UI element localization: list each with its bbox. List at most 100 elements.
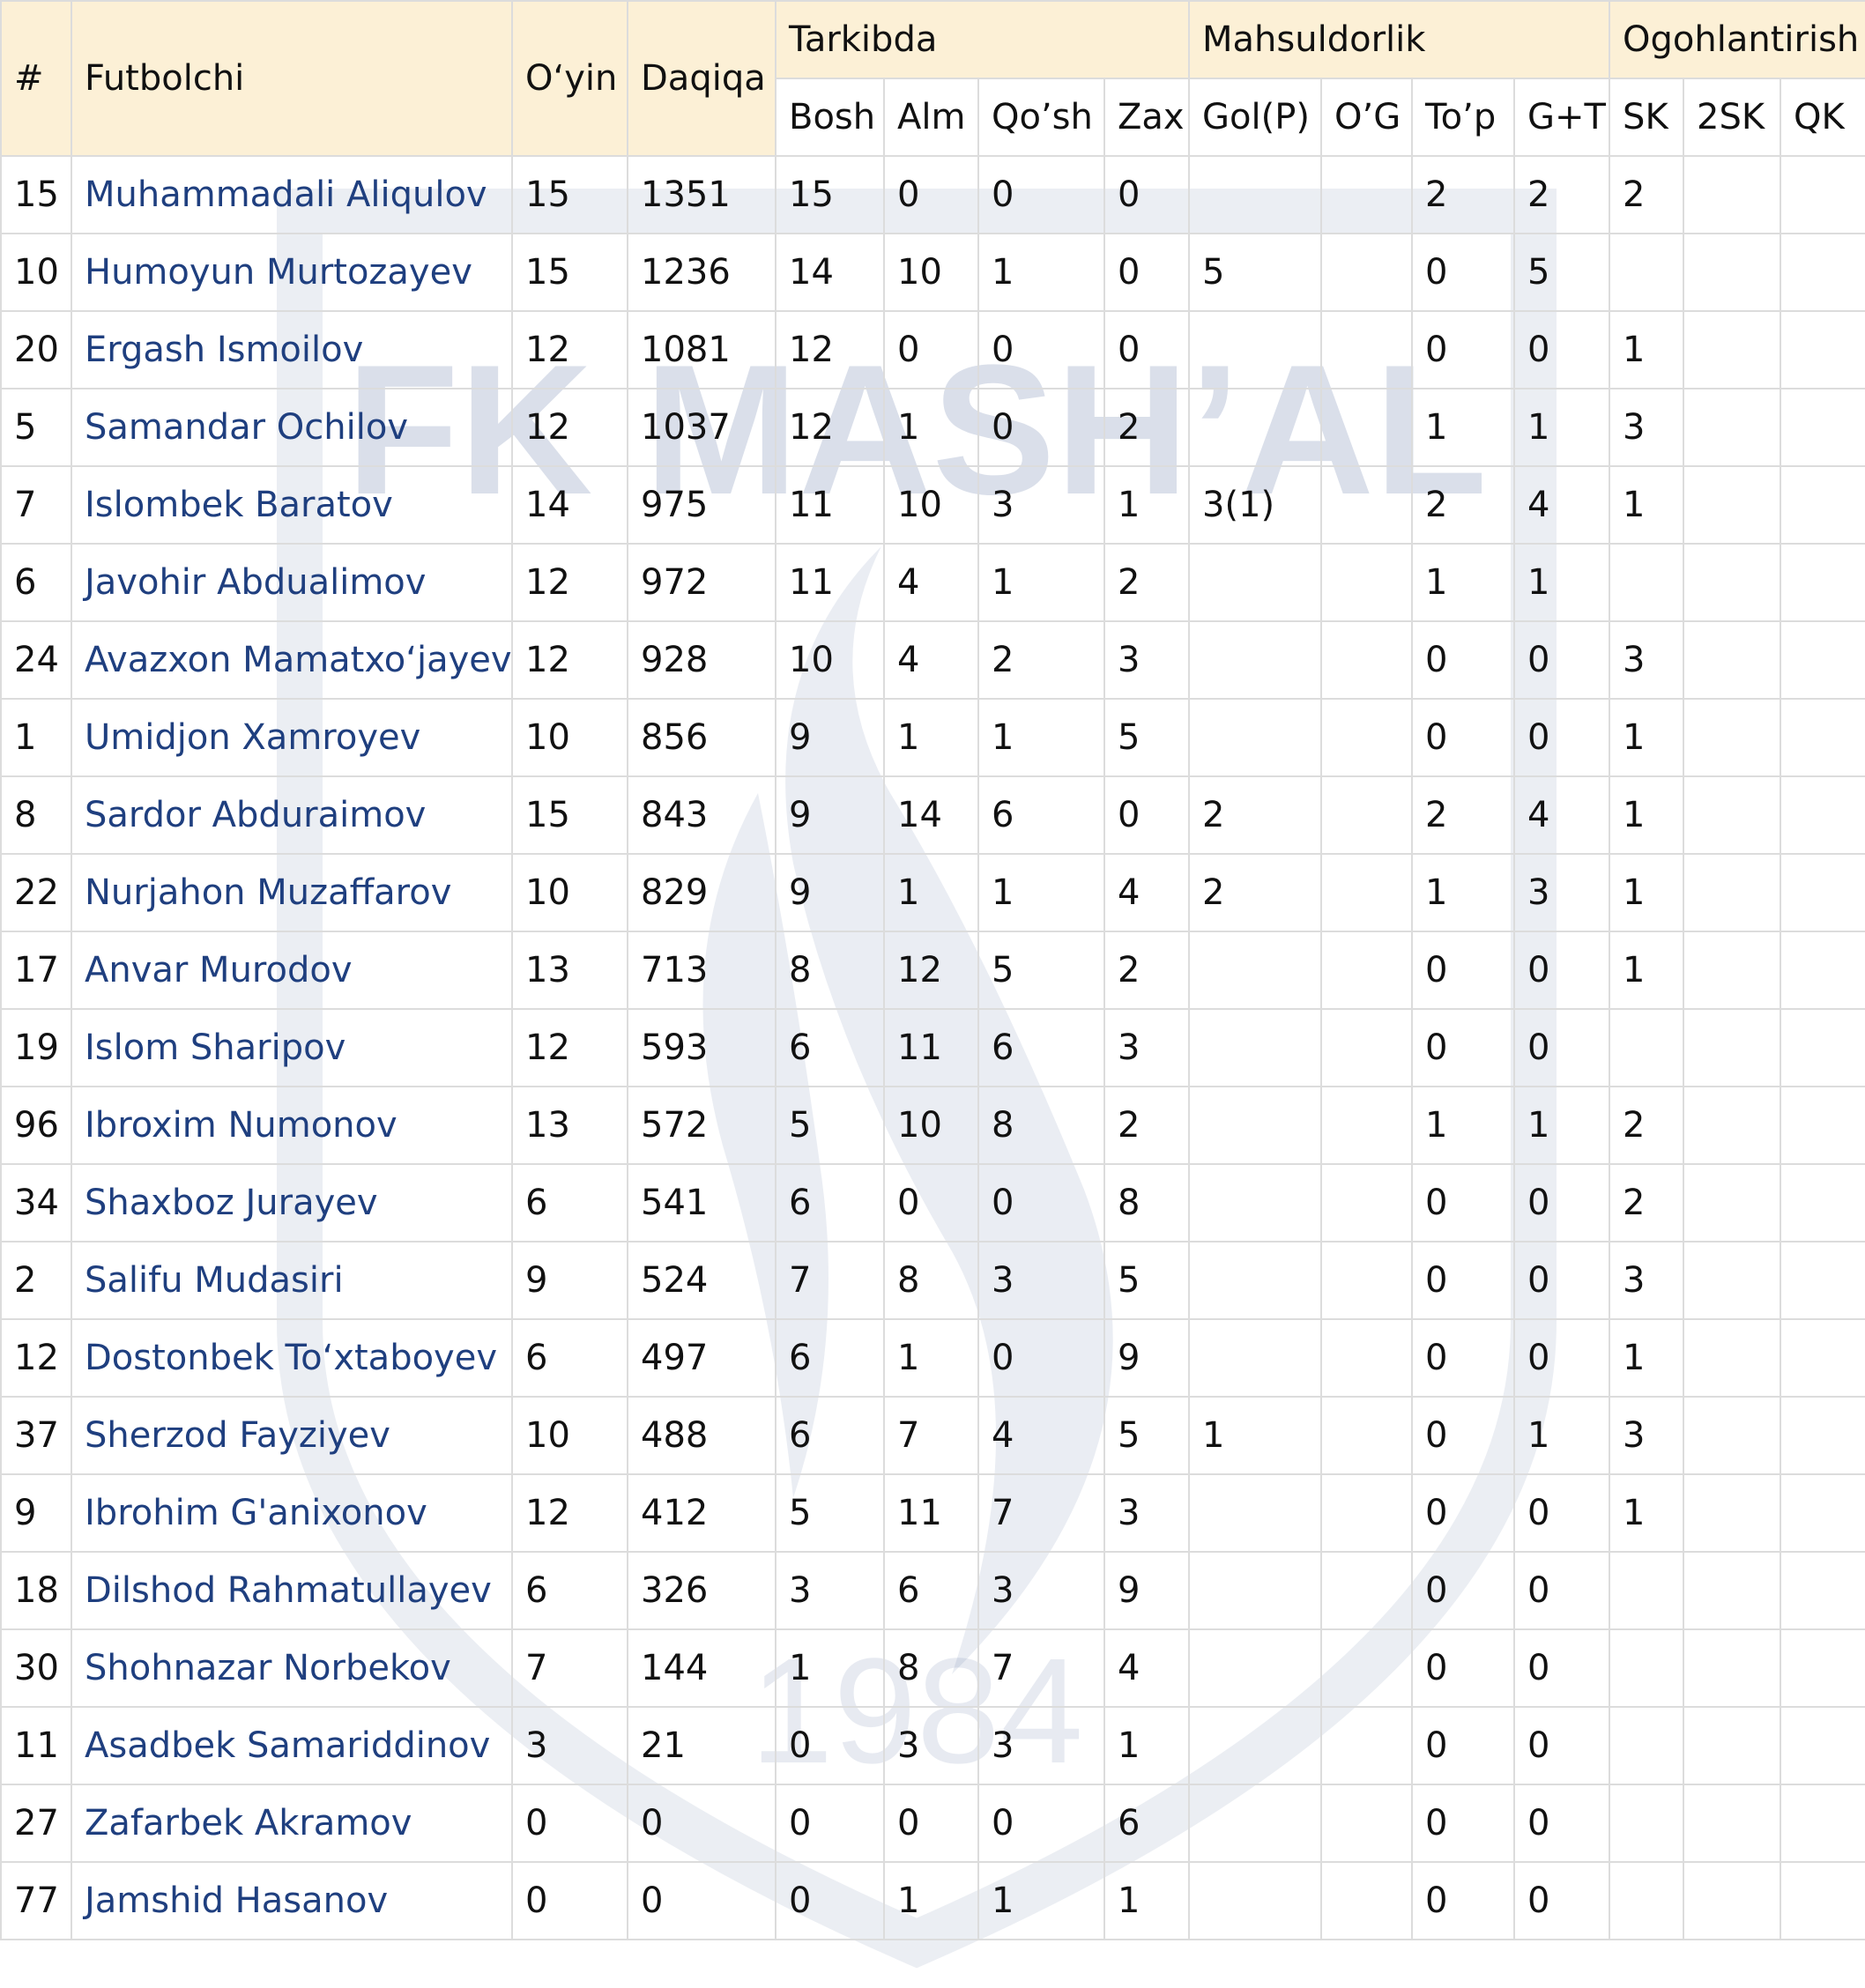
- cell-gol: [1188, 1163, 1323, 1242]
- cell-games: 12: [511, 620, 628, 700]
- cell-qosh: 1: [977, 698, 1105, 777]
- cell-goals-plus-assists: 0: [1513, 1241, 1611, 1320]
- cell-player: Anvar Murodov: [71, 931, 513, 1010]
- cell-games: 10: [511, 1396, 628, 1475]
- cell-yellow-card: [1609, 543, 1685, 622]
- cell-minutes: 593: [627, 1008, 776, 1087]
- cell-goals-plus-assists: 0: [1513, 310, 1611, 389]
- cell-games: 13: [511, 1086, 628, 1165]
- cell-second-yellow: [1683, 1008, 1782, 1087]
- cell-assists: 0: [1411, 931, 1516, 1010]
- cell-number: 9: [0, 1473, 72, 1553]
- table-row: 19 Islom Sharipov 12 593 6 11 6 3 0 0: [0, 1008, 1865, 1087]
- cell-qosh: 2: [977, 620, 1105, 700]
- cell-player: Umidjon Xamroyev: [71, 698, 513, 777]
- cell-games: 12: [511, 1473, 628, 1553]
- cell-player: Avazxon Mamatxo‘jayev: [71, 620, 513, 700]
- cell-red-card: [1780, 388, 1865, 467]
- cell-zax: 2: [1103, 931, 1191, 1010]
- table-row: 5 Samandar Ochilov 12 1037 12 1 0 2 1 1 3: [0, 388, 1865, 467]
- cell-assists: 0: [1411, 1628, 1516, 1708]
- table-body: 15 Muhammadali Aliqulov 15 1351 15 0 0 0 2 2 2 10 Hu…: [0, 155, 1865, 1940]
- player-stats-table: # Futbolchi O‘yin Daqiqa Tarkibda Mahsul…: [0, 0, 1865, 1940]
- group-header-warnings: Ogohlantirish: [1609, 0, 1865, 79]
- cell-yellow-card: [1609, 1861, 1685, 1940]
- cell-gol: [1188, 543, 1323, 622]
- cell-gol: 3(1): [1188, 465, 1323, 545]
- cell-red-card: [1780, 853, 1865, 932]
- cell-minutes: 1037: [627, 388, 776, 467]
- cell-bosh: 9: [775, 698, 885, 777]
- cell-red-card: [1780, 620, 1865, 700]
- cell-goals-plus-assists: 4: [1513, 775, 1611, 855]
- cell-red-card: [1780, 1241, 1865, 1320]
- cell-own-goal: [1320, 698, 1414, 777]
- table-row: 77 Jamshid Hasanov 0 0 0 1 1 1 0 0: [0, 1861, 1865, 1940]
- cell-player: Javohir Abdualimov: [71, 543, 513, 622]
- cell-games: 15: [511, 155, 628, 234]
- cell-number: 15: [0, 155, 72, 234]
- cell-zax: 4: [1103, 853, 1191, 932]
- cell-number: 96: [0, 1086, 72, 1165]
- cell-games: 0: [511, 1784, 628, 1863]
- cell-gol: [1188, 931, 1323, 1010]
- cell-own-goal: [1320, 1008, 1414, 1087]
- cell-assists: 0: [1411, 1861, 1516, 1940]
- cell-assists: 2: [1411, 775, 1516, 855]
- cell-red-card: [1780, 1551, 1865, 1630]
- cell-gol: [1188, 1318, 1323, 1398]
- cell-bosh: 5: [775, 1473, 885, 1553]
- cell-games: 12: [511, 388, 628, 467]
- cell-red-card: [1780, 233, 1865, 312]
- cell-red-card: [1780, 931, 1865, 1010]
- cell-zax: 0: [1103, 233, 1191, 312]
- cell-second-yellow: [1683, 1241, 1782, 1320]
- cell-second-yellow: [1683, 1861, 1782, 1940]
- cell-bosh: 7: [775, 1241, 885, 1320]
- cell-alm: 4: [883, 620, 979, 700]
- cell-zax: 3: [1103, 1473, 1191, 1553]
- cell-zax: 9: [1103, 1318, 1191, 1398]
- cell-games: 12: [511, 1008, 628, 1087]
- cell-qosh: 0: [977, 155, 1105, 234]
- table-row: 22 Nurjahon Muzaffarov 10 829 9 1 1 4 2 1 3 1: [0, 853, 1865, 932]
- cell-assists: 0: [1411, 1008, 1516, 1087]
- cell-zax: 1: [1103, 1861, 1191, 1940]
- cell-own-goal: [1320, 853, 1414, 932]
- cell-second-yellow: [1683, 1163, 1782, 1242]
- cell-player: Asadbek Samariddinov: [71, 1706, 513, 1785]
- cell-alm: 10: [883, 233, 979, 312]
- cell-goals-plus-assists: 5: [1513, 233, 1611, 312]
- cell-alm: 1: [883, 698, 979, 777]
- cell-goals-plus-assists: 1: [1513, 543, 1611, 622]
- cell-games: 6: [511, 1318, 628, 1398]
- cell-own-goal: [1320, 1861, 1414, 1940]
- cell-minutes: 713: [627, 931, 776, 1010]
- cell-goals-plus-assists: 1: [1513, 1396, 1611, 1475]
- cell-own-goal: [1320, 543, 1414, 622]
- cell-alm: 1: [883, 388, 979, 467]
- cell-zax: 5: [1103, 1396, 1191, 1475]
- cell-assists: 0: [1411, 1706, 1516, 1785]
- cell-minutes: 572: [627, 1086, 776, 1165]
- column-header-number: #: [0, 0, 72, 157]
- cell-games: 10: [511, 853, 628, 932]
- cell-red-card: [1780, 1784, 1865, 1863]
- cell-second-yellow: [1683, 775, 1782, 855]
- cell-alm: 0: [883, 310, 979, 389]
- cell-minutes: 524: [627, 1241, 776, 1320]
- table-row: 24 Avazxon Mamatxo‘jayev 12 928 10 4 2 3 0 0 3: [0, 620, 1865, 700]
- table-header: # Futbolchi O‘yin Daqiqa Tarkibda Mahsul…: [0, 0, 1865, 157]
- cell-player: Humoyun Murtozayev: [71, 233, 513, 312]
- cell-second-yellow: [1683, 931, 1782, 1010]
- cell-minutes: 856: [627, 698, 776, 777]
- cell-bosh: 12: [775, 310, 885, 389]
- cell-number: 7: [0, 465, 72, 545]
- cell-goals-plus-assists: 0: [1513, 1551, 1611, 1630]
- cell-second-yellow: [1683, 1628, 1782, 1708]
- cell-red-card: [1780, 1163, 1865, 1242]
- cell-gol: [1188, 1861, 1323, 1940]
- cell-games: 7: [511, 1628, 628, 1708]
- cell-zax: 2: [1103, 1086, 1191, 1165]
- cell-gol: 2: [1188, 853, 1323, 932]
